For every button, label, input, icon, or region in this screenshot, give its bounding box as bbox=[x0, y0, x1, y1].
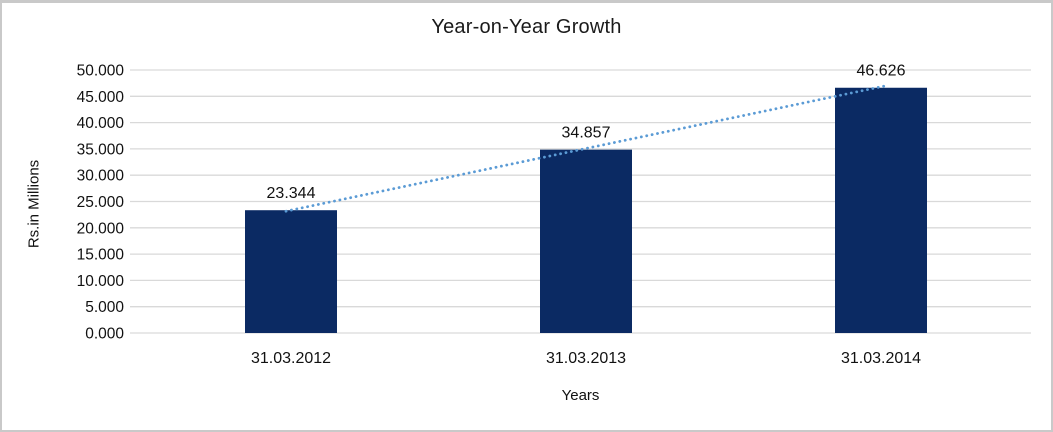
bar-data-label: 46.626 bbox=[857, 63, 906, 80]
bar bbox=[245, 210, 337, 333]
x-category-label: 31.03.2013 bbox=[546, 350, 626, 367]
y-tick-label: 0.000 bbox=[85, 326, 124, 343]
y-tick-label: 40.000 bbox=[77, 115, 125, 132]
y-tick-label: 5.000 bbox=[85, 299, 124, 316]
plot-area: 0.000 5.000 10.000 15.000 20.000 25.000 30.000… bbox=[77, 63, 1031, 367]
x-category-label: 31.03.2014 bbox=[841, 350, 921, 367]
chart-title: Year-on-Year Growth bbox=[431, 16, 622, 38]
bar bbox=[835, 87, 927, 333]
x-category-label: 31.03.2012 bbox=[251, 350, 331, 367]
x-axis-title: Years bbox=[561, 387, 600, 404]
bar-data-label: 23.344 bbox=[267, 185, 316, 202]
bar bbox=[540, 149, 632, 333]
y-tick-label: 25.000 bbox=[77, 194, 125, 211]
y-tick-label: 15.000 bbox=[77, 247, 125, 264]
trendline bbox=[284, 84, 888, 213]
y-axis-title: Rs.in Millions bbox=[25, 159, 43, 249]
y-tick-label: 50.000 bbox=[77, 63, 125, 80]
y-tick-label: 45.000 bbox=[77, 89, 125, 106]
y-tick-label: 35.000 bbox=[77, 141, 125, 158]
y-tick-label: 20.000 bbox=[77, 220, 125, 237]
y-tick-label: 30.000 bbox=[77, 168, 125, 185]
y-tick-label: 10.000 bbox=[77, 273, 125, 290]
bar-data-label: 34.857 bbox=[562, 125, 611, 142]
